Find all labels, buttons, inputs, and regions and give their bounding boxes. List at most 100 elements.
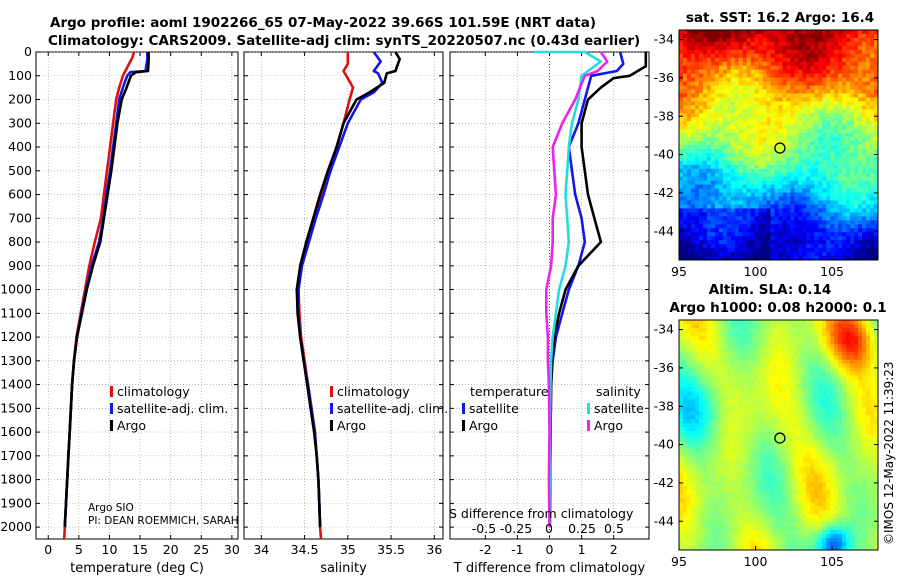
map-cell bbox=[682, 331, 688, 337]
map-cell bbox=[782, 240, 787, 245]
map-cell bbox=[710, 446, 716, 452]
map-cell bbox=[846, 133, 851, 138]
map-cell bbox=[842, 137, 847, 142]
map-cell bbox=[822, 152, 827, 158]
map-cell bbox=[702, 81, 708, 86]
map-cell bbox=[870, 180, 875, 186]
map-cell bbox=[786, 423, 791, 428]
map-cell bbox=[726, 450, 732, 456]
map-cell bbox=[758, 367, 763, 372]
map-cell bbox=[742, 85, 748, 90]
map-cell bbox=[858, 411, 863, 416]
map-cell bbox=[810, 89, 815, 94]
map-cell bbox=[754, 141, 759, 146]
map-cell bbox=[690, 164, 696, 170]
map-cell bbox=[874, 399, 878, 404]
map-cell bbox=[810, 427, 815, 432]
map-cell bbox=[682, 37, 688, 43]
map-cell bbox=[870, 141, 875, 146]
map-cell bbox=[730, 320, 736, 325]
map-cell bbox=[722, 395, 728, 400]
map-cell bbox=[830, 335, 835, 341]
map-cell bbox=[750, 101, 756, 106]
map-cell bbox=[850, 427, 855, 432]
map-cell bbox=[762, 383, 767, 388]
map-cell bbox=[710, 419, 716, 424]
map-cell bbox=[834, 391, 839, 396]
map-cell bbox=[718, 224, 724, 229]
map-cell bbox=[834, 125, 839, 130]
map-cell bbox=[762, 148, 767, 154]
map-cell bbox=[714, 395, 720, 400]
map-cell bbox=[750, 176, 756, 182]
map-cell bbox=[842, 105, 847, 110]
map-cell bbox=[854, 41, 859, 47]
map-cell bbox=[682, 383, 688, 388]
map-cell bbox=[814, 347, 819, 353]
map-cell bbox=[834, 427, 839, 432]
map-cell bbox=[750, 240, 756, 245]
map-cell bbox=[734, 216, 740, 221]
map-cell bbox=[738, 176, 744, 182]
map-cell bbox=[722, 435, 728, 440]
map-cell bbox=[794, 105, 799, 110]
map-cell bbox=[870, 387, 875, 392]
map-cell bbox=[690, 320, 696, 325]
map-cell bbox=[858, 407, 863, 412]
map-cell bbox=[846, 188, 851, 193]
map-cell bbox=[786, 176, 791, 182]
map-cell bbox=[706, 141, 712, 146]
map-cell bbox=[694, 256, 700, 260]
map-cell bbox=[690, 367, 696, 372]
map-cell bbox=[774, 411, 779, 416]
map-cell bbox=[682, 399, 688, 404]
map-cell bbox=[770, 196, 775, 201]
map-cell bbox=[794, 327, 799, 333]
map-cell bbox=[734, 438, 740, 444]
map-cell bbox=[854, 85, 859, 90]
map-cell bbox=[802, 33, 807, 39]
map-cell bbox=[798, 450, 803, 456]
map-cell bbox=[682, 320, 688, 325]
map-cell bbox=[718, 395, 724, 400]
map-cell bbox=[758, 152, 763, 158]
map-cell bbox=[718, 320, 724, 325]
map-cell bbox=[754, 204, 759, 209]
map-cell bbox=[679, 224, 684, 229]
map-cell bbox=[710, 423, 716, 428]
map-cell bbox=[698, 387, 704, 392]
map-cell bbox=[874, 347, 878, 353]
map-cell bbox=[862, 236, 867, 241]
map-cell bbox=[790, 77, 795, 82]
map-cell bbox=[754, 244, 759, 249]
credit-pi: PI: DEAN ROEMMICH, SARAH bbox=[88, 515, 239, 527]
map-cell bbox=[742, 65, 748, 71]
map-cell bbox=[810, 335, 815, 341]
map-cell bbox=[770, 419, 775, 424]
map-cell bbox=[730, 129, 736, 134]
map-cell bbox=[822, 125, 827, 130]
map-cell bbox=[770, 176, 775, 182]
map-cell bbox=[842, 431, 847, 436]
map-cell bbox=[698, 192, 704, 197]
map-cell bbox=[834, 204, 839, 209]
map-cell bbox=[846, 244, 851, 249]
map-cell bbox=[770, 129, 775, 134]
map-cell bbox=[746, 57, 752, 63]
map-cell bbox=[798, 256, 803, 260]
map-cell bbox=[750, 435, 756, 440]
map-cell bbox=[706, 129, 712, 134]
map-cell bbox=[698, 355, 704, 361]
map-cell bbox=[790, 73, 795, 78]
map-cell bbox=[862, 359, 867, 365]
map-cell bbox=[802, 192, 807, 197]
map-cell bbox=[690, 77, 696, 82]
map-cell bbox=[686, 359, 692, 365]
map-cell bbox=[738, 45, 744, 51]
map-cell bbox=[842, 180, 847, 186]
map-cell bbox=[838, 367, 843, 372]
map-cell bbox=[794, 220, 799, 225]
map-cell bbox=[774, 327, 779, 333]
map-cell bbox=[870, 399, 875, 404]
map-cell bbox=[754, 423, 759, 428]
